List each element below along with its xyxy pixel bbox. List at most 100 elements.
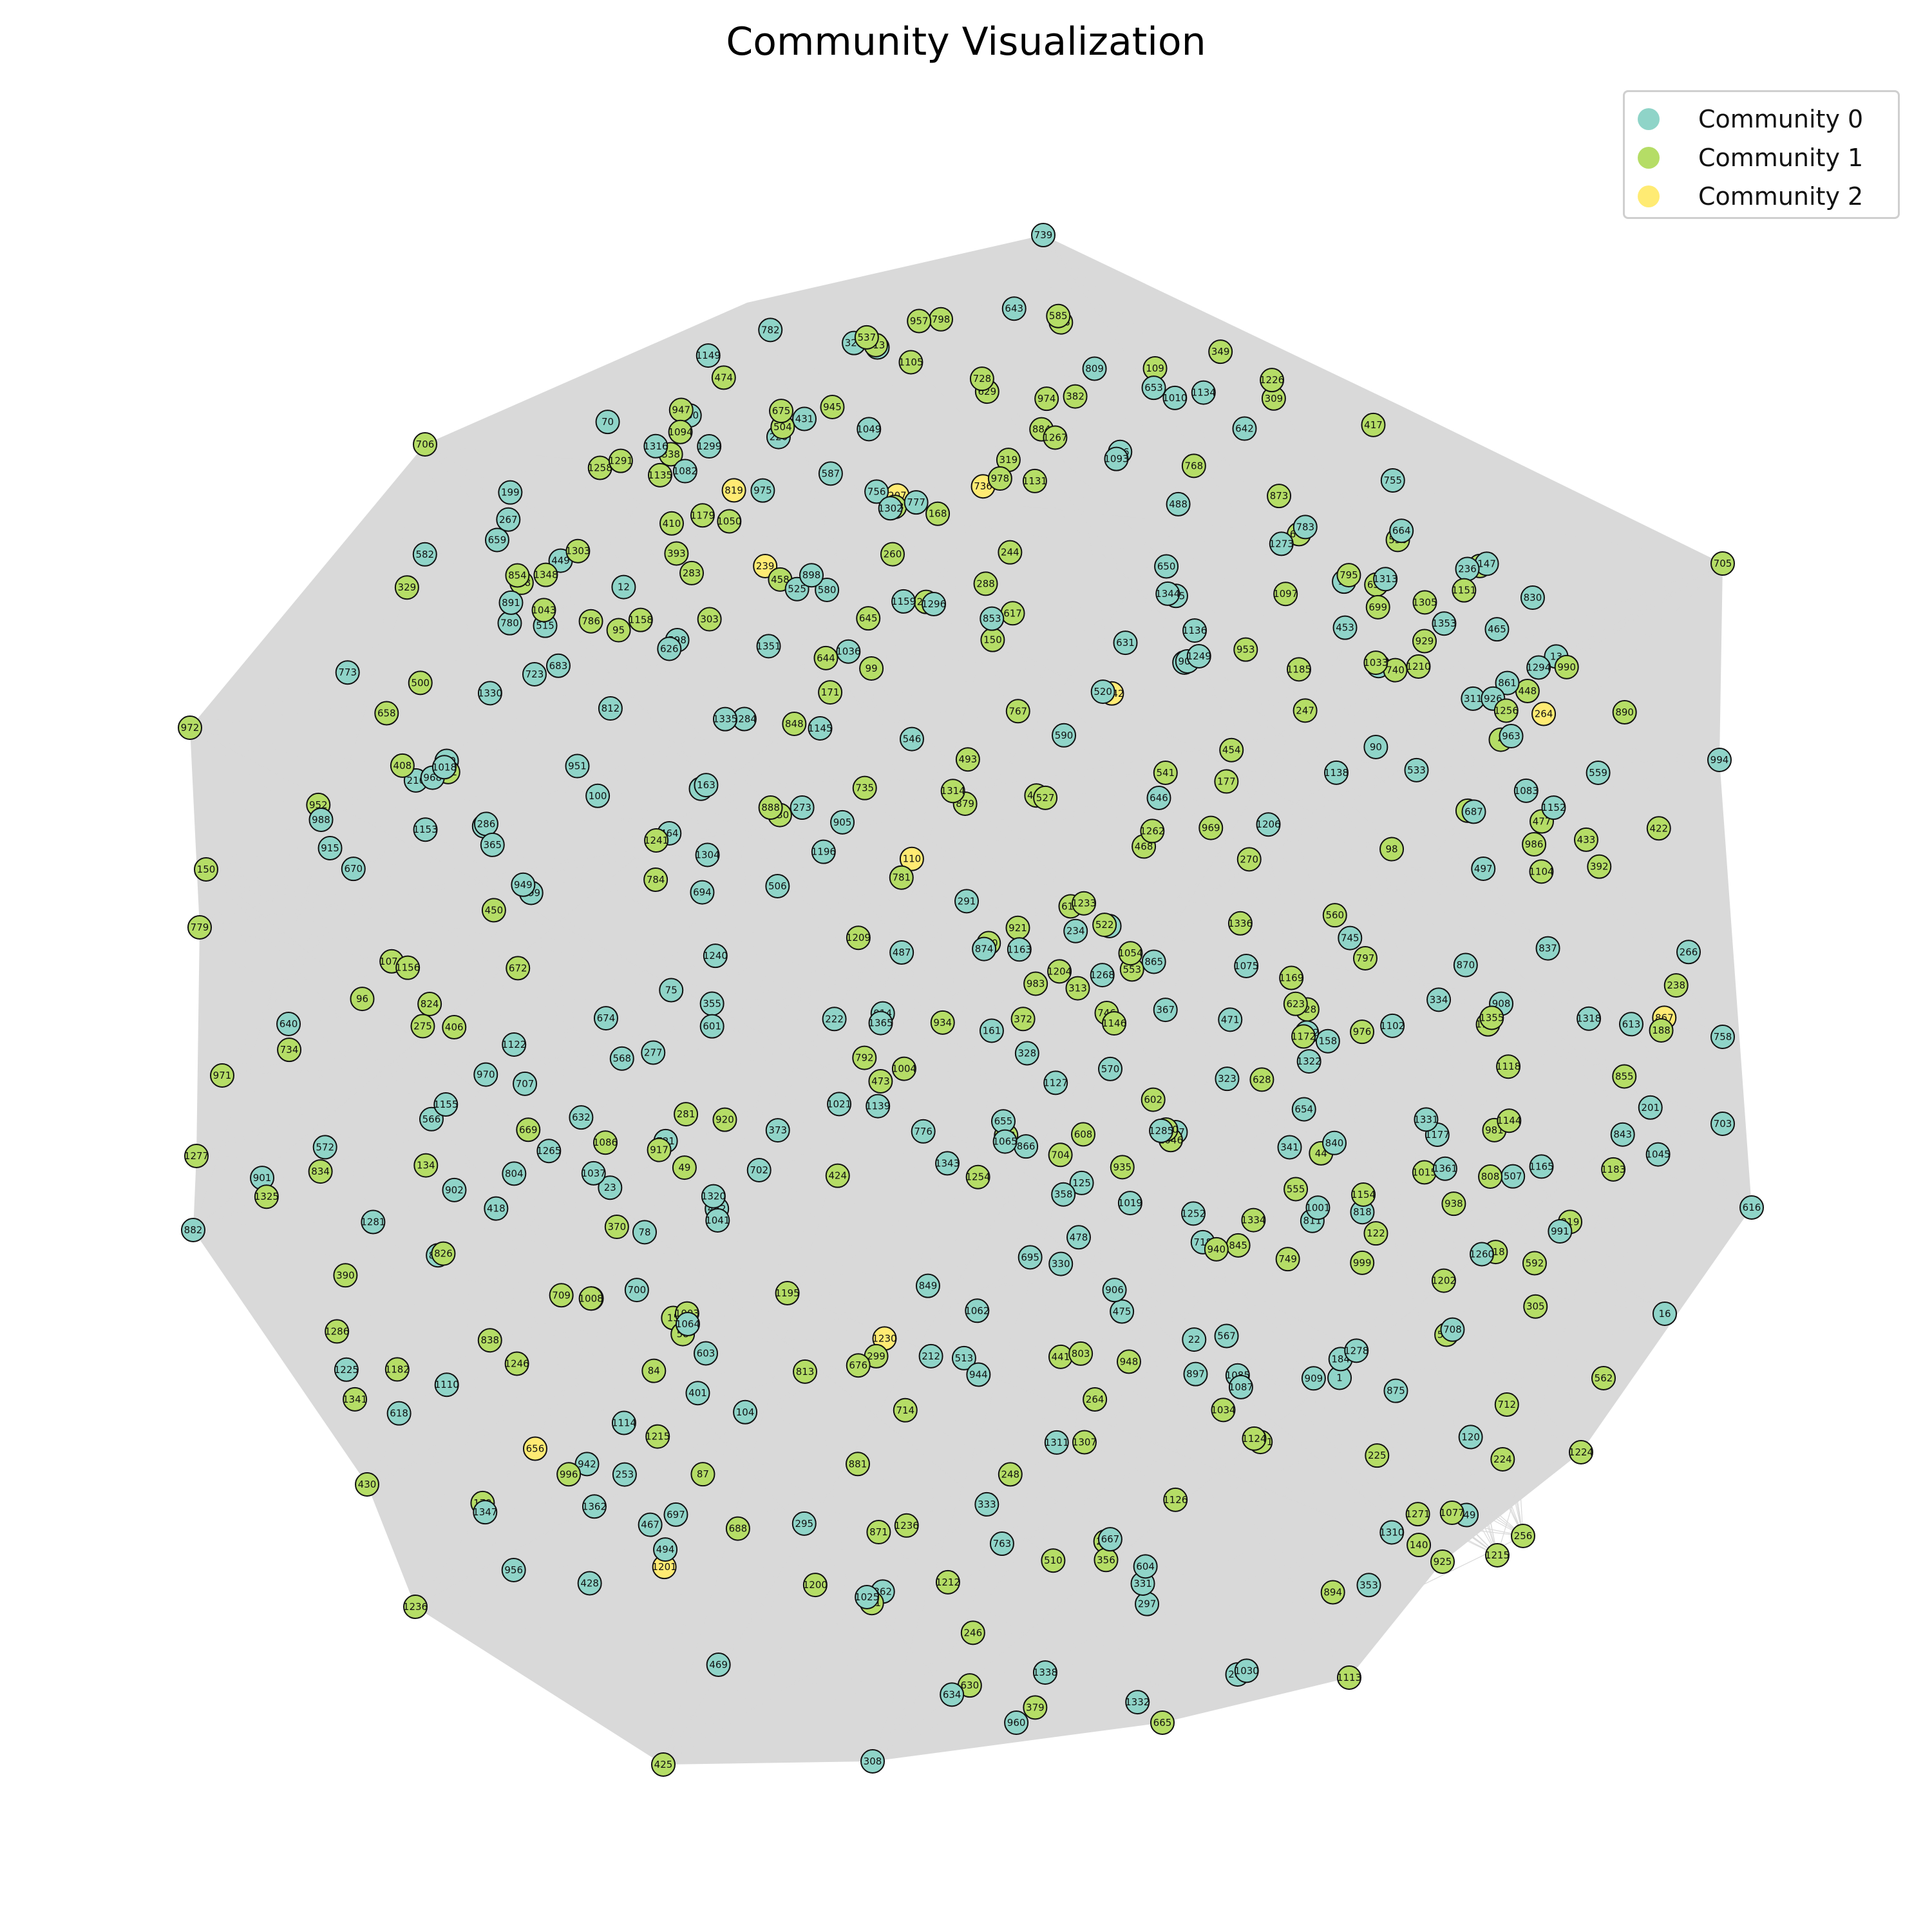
node-circle xyxy=(1458,1425,1483,1450)
node-circle xyxy=(1478,1164,1503,1189)
node-664: 664 xyxy=(1389,518,1414,544)
edge xyxy=(1442,1204,1455,1562)
node-circle xyxy=(592,1130,618,1155)
node-circle xyxy=(498,480,523,505)
node-circle xyxy=(1344,1338,1369,1363)
node-circle xyxy=(864,479,889,504)
node-1233: 1233 xyxy=(1072,891,1096,916)
node-label: 970 xyxy=(477,1069,495,1081)
node-circle xyxy=(355,1472,379,1497)
node-label: 84 xyxy=(648,1365,660,1377)
node-label: 683 xyxy=(549,660,568,672)
node-label: 305 xyxy=(1526,1301,1545,1312)
node-circle xyxy=(1048,1251,1074,1276)
node-label: 1361 xyxy=(1433,1163,1457,1175)
node-label: 870 xyxy=(1456,959,1475,971)
node-circle xyxy=(1522,1251,1547,1276)
node-1305: 1305 xyxy=(1412,590,1437,615)
node-label: 100 xyxy=(589,790,607,802)
node-590: 590 xyxy=(1052,723,1077,748)
node-circle xyxy=(1350,1250,1375,1275)
node-467: 467 xyxy=(638,1512,663,1537)
node-circle xyxy=(765,873,790,898)
node-label: 425 xyxy=(654,1759,673,1770)
node-label: 712 xyxy=(1497,1399,1516,1410)
node-224: 224 xyxy=(1490,1446,1515,1472)
edge xyxy=(424,444,677,641)
edge xyxy=(1043,234,1204,393)
node-circle xyxy=(1218,1007,1243,1032)
node-circle xyxy=(585,783,611,808)
node-circle xyxy=(317,835,343,860)
node-label: 370 xyxy=(607,1221,626,1233)
edge xyxy=(415,1370,654,1607)
node-428: 428 xyxy=(577,1571,602,1596)
node-888: 888 xyxy=(758,795,783,820)
node-label: 728 xyxy=(973,373,992,384)
node-label: 1169 xyxy=(1279,972,1303,984)
node-566: 566 xyxy=(419,1106,444,1132)
node-label: 1277 xyxy=(184,1150,209,1162)
edge xyxy=(1467,810,1723,1037)
node-label: 1271 xyxy=(1406,1508,1430,1520)
edge xyxy=(366,1334,683,1485)
edge xyxy=(205,869,408,969)
node-1286: 1286 xyxy=(325,1319,349,1344)
node-702: 702 xyxy=(746,1157,772,1182)
node-circle xyxy=(1072,1430,1097,1455)
node-label: 972 xyxy=(181,722,200,734)
node-830: 830 xyxy=(1520,585,1545,611)
node-1267: 1267 xyxy=(1043,425,1068,450)
node-circle xyxy=(593,1006,618,1031)
node-986: 986 xyxy=(1522,832,1547,857)
node-95: 95 xyxy=(606,618,631,643)
node-826: 826 xyxy=(431,1241,456,1266)
node-label: 1233 xyxy=(1072,898,1096,909)
node-label: 291 xyxy=(958,895,976,907)
node-circle xyxy=(1426,987,1452,1012)
edge xyxy=(222,1075,881,1082)
node-circle xyxy=(703,943,728,969)
node-circle xyxy=(1379,1520,1405,1545)
node-1159: 1159 xyxy=(891,589,916,614)
node-78: 78 xyxy=(632,1220,657,1245)
node-122: 122 xyxy=(1363,1221,1388,1246)
node-957: 957 xyxy=(907,308,932,334)
node-circle xyxy=(341,857,366,882)
node-circle xyxy=(1414,1107,1439,1132)
node-circle xyxy=(791,1511,817,1536)
edge xyxy=(770,330,1163,1723)
node-label: 566 xyxy=(422,1113,441,1125)
node-circle xyxy=(1241,1208,1266,1233)
node-1278: 1278 xyxy=(1344,1338,1369,1363)
node-471: 471 xyxy=(1218,1007,1243,1032)
node-label: 560 xyxy=(1325,909,1344,921)
node-circle xyxy=(598,1175,623,1200)
node-circle xyxy=(1110,1155,1135,1180)
node-circle xyxy=(598,696,623,721)
node-label: 277 xyxy=(644,1046,663,1058)
node-label: 643 xyxy=(1005,303,1023,314)
legend-swatch-community-2 xyxy=(1638,185,1660,207)
node-label: 433 xyxy=(1577,834,1596,846)
node-label: 110 xyxy=(903,853,922,865)
node-circle xyxy=(940,779,965,804)
node-circle xyxy=(1513,778,1539,803)
node-label: 355 xyxy=(703,998,721,1010)
node-999: 999 xyxy=(1350,1250,1375,1275)
node-label: 1082 xyxy=(673,466,697,477)
node-circle xyxy=(1430,1549,1455,1574)
node-label: 613 xyxy=(1622,1018,1641,1030)
edge xyxy=(1162,710,1306,1723)
edge xyxy=(577,234,1044,766)
node-898: 898 xyxy=(799,563,824,588)
node-label: 1144 xyxy=(1497,1115,1521,1126)
node-1019: 1019 xyxy=(1118,1191,1142,1216)
node-circle xyxy=(578,1286,603,1311)
edge xyxy=(1438,999,1604,1379)
node-circle xyxy=(1242,1426,1267,1451)
node-256: 256 xyxy=(1511,1524,1535,1548)
node-418: 418 xyxy=(484,1196,509,1221)
edge xyxy=(871,668,1443,1562)
